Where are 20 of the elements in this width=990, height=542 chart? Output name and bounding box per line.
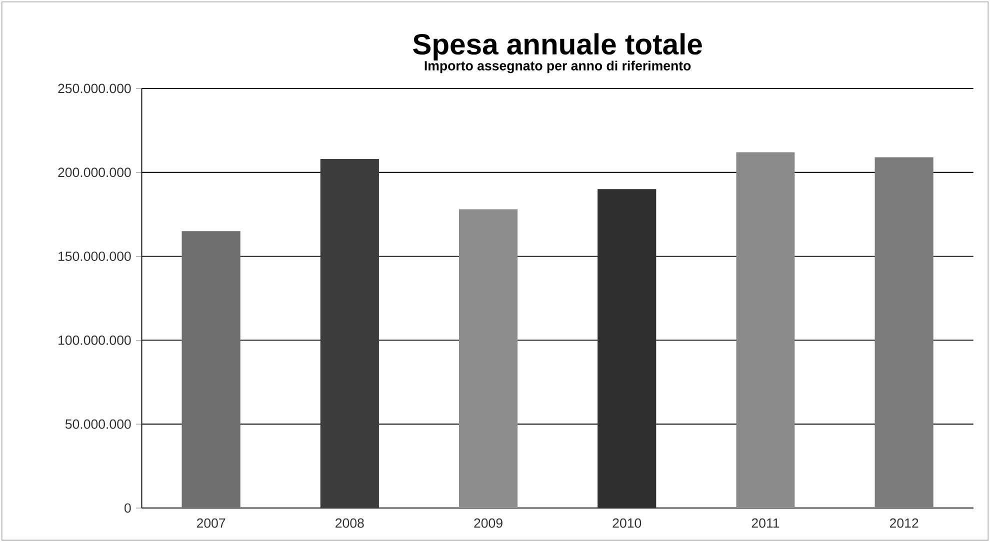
y-tick-label: 250.000.000: [58, 84, 131, 94]
bar: [598, 189, 656, 508]
x-tick-label: 2008: [336, 518, 364, 528]
x-tick-label: 2011: [752, 518, 780, 528]
x-tick-label: 2009: [474, 518, 502, 528]
y-tick-label: 100.000.000: [58, 335, 131, 345]
x-tick-label: 2012: [890, 518, 918, 528]
bar: [874, 157, 934, 508]
bar: [320, 158, 379, 508]
chart-title: Spesa annuale totale: [413, 33, 702, 60]
bar: [736, 152, 795, 508]
bar: [182, 231, 240, 508]
y-tick-label: 200.000.000: [58, 168, 131, 178]
y-tick-label: 150.000.000: [58, 252, 131, 261]
bar: [458, 209, 518, 508]
y-tick-label: 0: [124, 503, 131, 513]
x-tick-label: 2010: [612, 518, 642, 528]
chart-subtitle: Importo assegnato per anno di riferimento: [424, 60, 691, 74]
y-tick-label: 50.000.000: [65, 419, 131, 429]
x-tick-label: 2007: [196, 518, 226, 528]
